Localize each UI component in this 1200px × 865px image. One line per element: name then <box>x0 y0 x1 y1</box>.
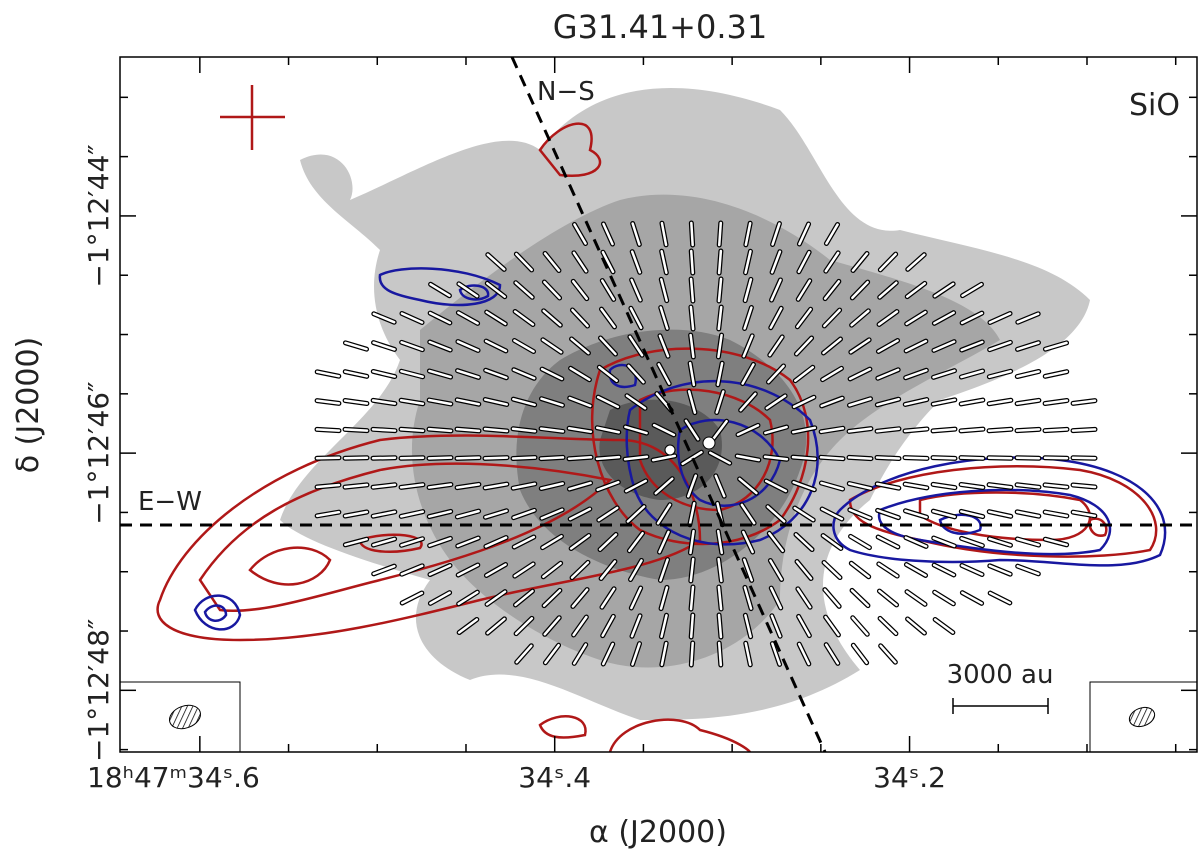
x-tick-label: 34ˢ.2 <box>873 761 946 794</box>
vector <box>905 458 927 459</box>
vector <box>879 591 896 605</box>
vector <box>719 643 721 665</box>
vector <box>401 429 423 430</box>
vector <box>569 457 591 458</box>
ns-label: N−S <box>537 77 595 107</box>
vector <box>457 458 479 459</box>
vector <box>852 590 868 605</box>
vector <box>825 590 839 607</box>
vector <box>961 458 983 459</box>
source-marker <box>665 445 675 455</box>
vector <box>317 429 339 430</box>
chart-title: G31.41+0.31 <box>553 8 767 46</box>
scale-bar <box>953 698 1048 714</box>
vector <box>933 458 955 459</box>
vector <box>373 429 395 430</box>
vector <box>881 646 896 662</box>
error-cross <box>220 85 285 150</box>
vector <box>935 592 954 604</box>
vector <box>934 565 954 575</box>
vector <box>541 457 563 458</box>
vector <box>851 536 870 547</box>
vector <box>691 643 692 665</box>
vector <box>907 592 925 605</box>
vector <box>962 593 981 604</box>
vector <box>374 566 395 574</box>
vector <box>821 457 843 458</box>
map <box>120 57 1197 752</box>
vector <box>793 457 815 459</box>
ew-label: E−W <box>138 487 202 517</box>
vector <box>877 458 899 459</box>
vector <box>485 458 507 459</box>
vector <box>880 618 896 633</box>
x-tick-label: 18ʰ47ᵐ34ˢ.6 <box>87 761 260 794</box>
vector <box>1018 566 1039 574</box>
x-tick-label: 34ˢ.4 <box>518 761 591 794</box>
vector <box>906 565 925 576</box>
vector <box>990 566 1010 574</box>
vector <box>373 458 395 459</box>
scale-bar-label: 3000 au <box>947 660 1054 690</box>
vector <box>990 593 1010 603</box>
vector <box>345 458 367 459</box>
vector <box>691 251 693 273</box>
vector <box>429 458 451 459</box>
vector <box>989 458 1011 459</box>
vector <box>691 615 693 637</box>
y-axis-label: δ (J2000) <box>11 337 46 474</box>
vector <box>935 619 953 632</box>
vector <box>719 251 721 273</box>
vector <box>345 429 367 430</box>
y-tick-label: −1°12′48″ <box>82 619 115 762</box>
y-tick-label: −1°12′46″ <box>82 381 115 524</box>
vector <box>908 619 925 633</box>
vector <box>691 279 693 301</box>
vector <box>1073 429 1095 430</box>
molecule-label: SiO <box>1129 88 1180 123</box>
vector <box>853 645 866 663</box>
source-marker <box>703 437 715 449</box>
vector <box>719 223 721 245</box>
y-tick-label: −1°12′44″ <box>82 144 115 287</box>
vector <box>401 458 423 459</box>
vector <box>989 429 1011 430</box>
vector <box>513 458 535 459</box>
vector <box>824 562 840 577</box>
vector <box>1017 429 1039 430</box>
vector <box>878 537 898 547</box>
vector <box>691 223 692 245</box>
vector <box>962 565 982 574</box>
vector <box>879 564 897 576</box>
vector <box>429 429 451 431</box>
vector <box>1045 429 1067 430</box>
vector <box>853 618 868 635</box>
vector <box>849 457 871 458</box>
vector <box>1045 458 1067 459</box>
vector <box>961 429 983 431</box>
vector <box>851 563 868 576</box>
vector <box>1017 458 1039 459</box>
x-axis-label: α (J2000) <box>589 815 727 850</box>
